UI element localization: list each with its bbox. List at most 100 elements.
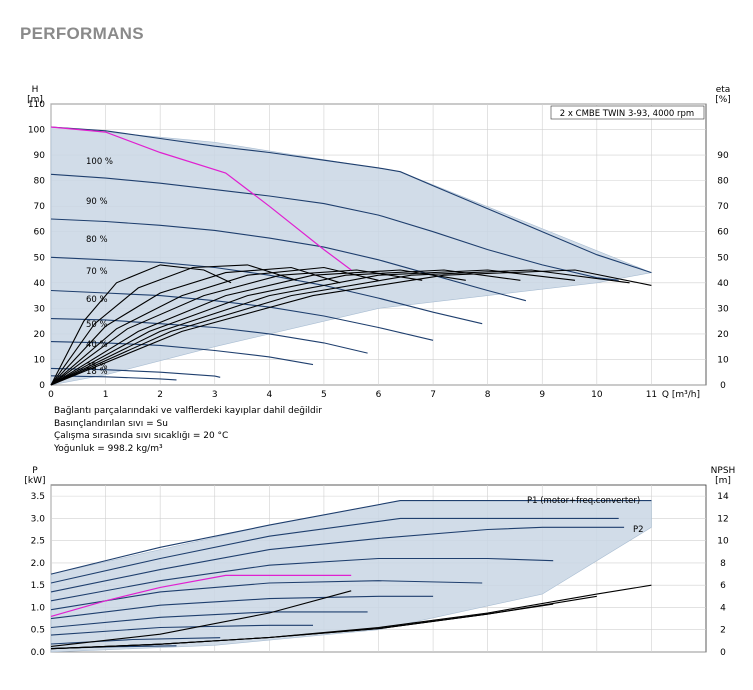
x-tick-label: 8: [485, 390, 491, 400]
y2-tick-label: 8: [720, 559, 726, 569]
curve-line: [50, 595, 434, 620]
x-tick-label: 0: [48, 390, 54, 400]
curve-line: [50, 580, 483, 611]
y2-tick-label: 0: [720, 648, 726, 658]
y2-axis-title: [%]: [715, 95, 731, 105]
y-axis-title: [m]: [27, 95, 43, 105]
y2-tick-label: 80: [717, 177, 729, 187]
curve-line: [50, 173, 619, 281]
speed-label: 60 %: [86, 295, 108, 305]
y-tick-label: 3.5: [31, 492, 45, 502]
speed-label: 70 %: [86, 267, 108, 277]
note-line: Basınçlandırılan sıvı = Su: [54, 418, 168, 429]
y-tick-label: 30: [34, 304, 46, 314]
y2-tick-label: 50: [717, 253, 729, 263]
series-label-p1: P1 (motor+freq.converter): [527, 496, 640, 506]
efficiency-curve: [50, 269, 652, 386]
y2-tick-label: 20: [717, 330, 729, 340]
chart-title: 2 x CMBE TWIN 3-93, 4000 rpm: [560, 109, 694, 119]
y2-tick-label: 14: [717, 492, 729, 502]
x-tick-label: 7: [430, 390, 436, 400]
speed-label: 50 %: [86, 320, 108, 330]
y2-tick-label: 0: [720, 381, 726, 391]
curve-line: [50, 289, 434, 341]
y-tick-label: 10: [34, 355, 46, 365]
curve-line: [50, 637, 221, 645]
npsh-curve: [50, 603, 554, 650]
curve-line: [50, 126, 652, 274]
efficiency-curve: [50, 266, 379, 386]
y2-tick-label: 4: [720, 603, 726, 613]
efficiency-curve: [50, 264, 232, 386]
speed-label: 100 %: [86, 157, 113, 167]
speed-label: 40 %: [86, 340, 108, 350]
curve-line: [50, 218, 527, 302]
y-tick-label: 1.5: [31, 581, 45, 591]
x-tick-label: 1: [103, 390, 109, 400]
speed-label: 90 %: [86, 197, 108, 207]
curve-line: [50, 341, 314, 366]
x-axis-title: Q [m³/h]: [662, 390, 700, 400]
curve-line: [50, 256, 483, 325]
y-tick-label: 80: [34, 177, 46, 187]
y-tick-label: 1.0: [31, 603, 46, 613]
curve-line: [50, 318, 368, 354]
bep-line: [50, 126, 352, 271]
x-tick-label: 11: [646, 390, 657, 400]
curve-line: [50, 526, 625, 593]
speed-label: 80 %: [86, 235, 108, 245]
y-tick-label: 90: [34, 151, 46, 161]
y-tick-label: 20: [34, 330, 46, 340]
note-line: Bağlantı parçalarındaki ve valflerdeki k…: [54, 406, 322, 416]
power-chart: 0.0 0.5 1.0 1.5 2.0 2.5 3.0 3.5 0 2 4 6 8 10 12 14 P[kW]…: [24, 466, 735, 658]
y-tick-label: 100: [28, 126, 45, 136]
y2-tick-label: 2: [720, 626, 726, 636]
y2-axis-title: [m]: [715, 476, 731, 486]
y2-tick-label: 10: [717, 537, 729, 547]
npsh-curve: [50, 590, 352, 647]
x-tick-label: 5: [321, 390, 327, 400]
chart-title-box: [550, 105, 705, 120]
x-tick-label: 4: [266, 390, 272, 400]
y-tick-label: 2.5: [31, 537, 45, 547]
bep-line: [50, 574, 352, 617]
x-tick-label: 10: [591, 390, 603, 400]
y-axis-title: H: [32, 85, 39, 95]
x-tick-label: 9: [539, 390, 545, 400]
y-tick-label: 0.5: [31, 626, 45, 636]
x-tick-label: 2: [157, 390, 163, 400]
curve-line: [50, 611, 368, 629]
head-chart: 0 1 2 3 4 5 6 7 8 9 10 1101020304050607080901001100…: [27, 85, 731, 400]
x-tick-label: 3: [212, 390, 218, 400]
y2-tick-label: 40: [717, 279, 729, 289]
y-tick-label: 0.0: [31, 648, 46, 658]
y2-axis-title: NPSH: [711, 466, 736, 476]
y2-tick-label: 70: [717, 202, 729, 212]
operating-envelope: [50, 126, 653, 386]
y-tick-label: 3.0: [31, 514, 46, 524]
curve-line: [50, 375, 177, 381]
y2-tick-label: 60: [717, 228, 729, 238]
note-line: Yoğunluk = 998.2 kg/m³: [54, 443, 163, 454]
curve-line: [50, 500, 652, 575]
y-tick-label: 40: [34, 279, 46, 289]
y-tick-label: 60: [34, 228, 46, 238]
x-tick-label: 6: [376, 390, 382, 400]
curve-line: [50, 624, 313, 636]
page-title: PERFORMANS: [20, 24, 144, 43]
speed-label: 25 %: [86, 362, 108, 372]
curve-line: [50, 557, 554, 602]
y2-tick-label: 10: [717, 355, 729, 365]
y-tick-label: 70: [34, 202, 46, 212]
series-label-p2: P2: [633, 525, 644, 535]
curve-line: [50, 517, 619, 584]
y2-tick-label: 6: [720, 581, 726, 591]
y2-axis-title: eta: [716, 85, 731, 95]
notes-block: Bağlantı parçalarındaki ve valflerdeki k…: [54, 405, 322, 455]
y-axis-title: P: [32, 466, 38, 476]
y2-tick-label: 30: [717, 304, 729, 314]
y2-tick-label: 12: [717, 514, 728, 524]
y-axis-title: [kW]: [24, 476, 45, 486]
y-tick-label: 110: [28, 100, 45, 110]
